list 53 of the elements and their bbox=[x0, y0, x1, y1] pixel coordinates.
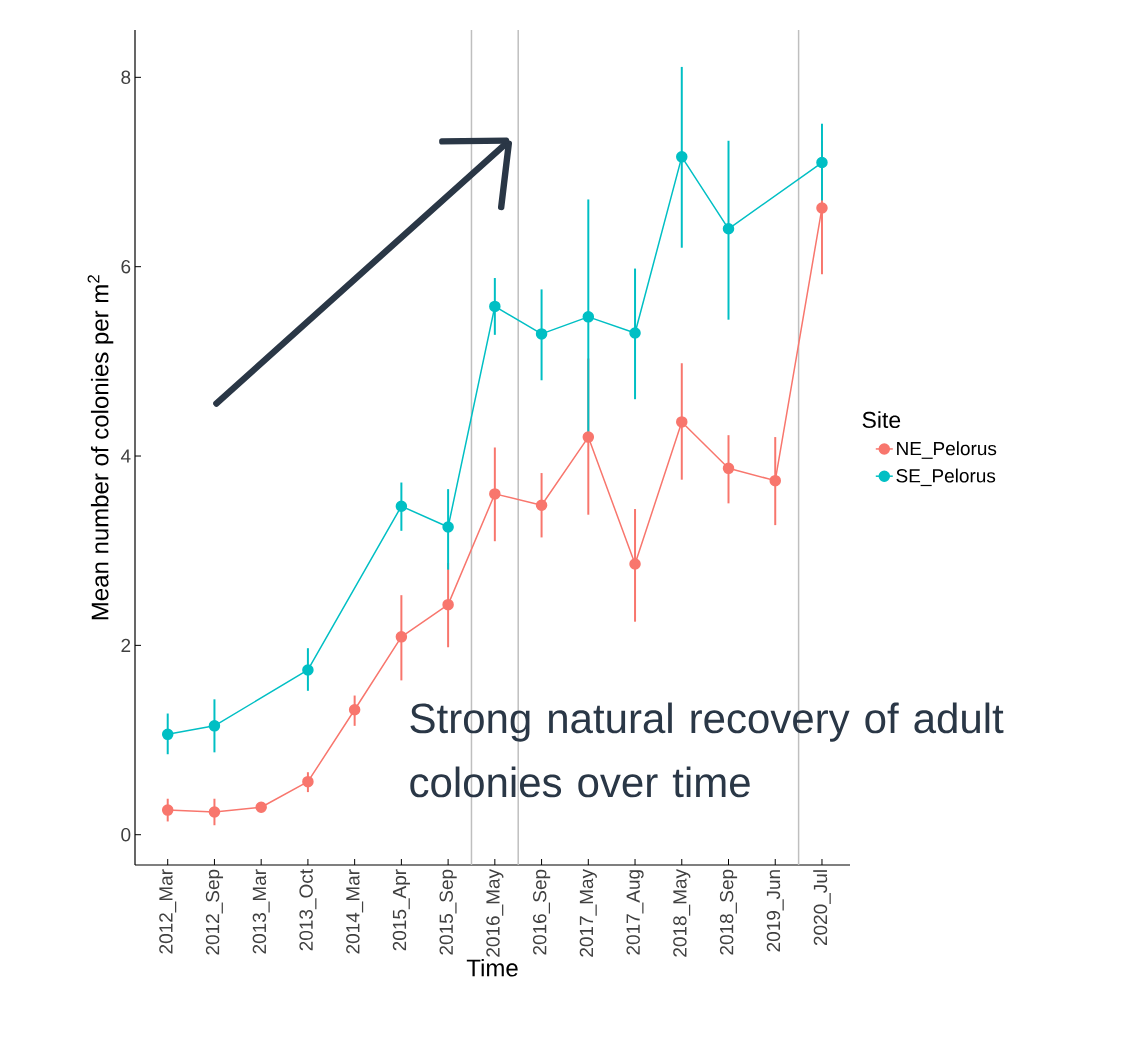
point bbox=[535, 328, 548, 340]
x-tick-label: 2014_Mar bbox=[346, 869, 364, 954]
x-axis-title: Time bbox=[466, 958, 518, 977]
y-tick-label: 8 bbox=[121, 70, 131, 85]
point bbox=[676, 151, 688, 163]
point bbox=[582, 311, 595, 323]
point bbox=[582, 431, 595, 443]
x-tick-label: 2020_Jul bbox=[813, 870, 831, 946]
y-tick-label: 6 bbox=[121, 259, 131, 274]
x-tick-label: 2017_May bbox=[579, 868, 597, 957]
annotation: Strong natural recovery of adult colonies over time bbox=[410, 702, 1004, 798]
point bbox=[348, 703, 361, 716]
x-tick-label: 2019_Jun bbox=[766, 870, 784, 952]
point bbox=[208, 806, 221, 818]
x-tick-label: 2012_Sep bbox=[205, 869, 224, 955]
x-tick-label: 2015_Apr bbox=[392, 869, 410, 951]
x-tick-label: 2013_Mar bbox=[252, 869, 270, 954]
point bbox=[676, 416, 688, 428]
point bbox=[395, 500, 408, 512]
y-tick-label: 4 bbox=[120, 449, 131, 463]
point bbox=[161, 728, 174, 741]
legend-label: NE_Pelorus bbox=[897, 441, 997, 459]
point bbox=[535, 499, 548, 511]
x-tick-label: 2016_Sep bbox=[532, 869, 551, 955]
legend-label: SE_Pelorus bbox=[896, 468, 996, 487]
point bbox=[161, 804, 174, 816]
x-tick-label: 2015_Sep bbox=[439, 869, 457, 955]
y-axis-title: Mean number of colonies per m$^{2}$ bbox=[87, 275, 114, 620]
y-tick-label: 2 bbox=[121, 638, 131, 652]
x-tick-label: 2018_Sep bbox=[719, 869, 738, 955]
point bbox=[255, 801, 267, 813]
point bbox=[816, 156, 828, 169]
x-tick-label: 2013_Oct bbox=[299, 869, 317, 951]
point bbox=[722, 223, 735, 235]
point bbox=[442, 598, 454, 611]
point bbox=[208, 720, 221, 732]
point bbox=[629, 327, 641, 339]
point bbox=[489, 488, 501, 500]
point bbox=[395, 631, 408, 643]
point bbox=[629, 558, 641, 570]
x-tick-label: 2017_Aug bbox=[626, 870, 644, 955]
point bbox=[442, 521, 454, 533]
y-tick-label: 0 bbox=[121, 827, 131, 842]
legend-title: Site bbox=[862, 411, 901, 429]
x-tick-label: 2016_May bbox=[486, 868, 504, 957]
x-tick-label: 2012_Mar bbox=[159, 869, 177, 954]
point bbox=[769, 474, 781, 487]
point bbox=[302, 664, 314, 676]
point bbox=[489, 300, 501, 313]
point bbox=[302, 775, 314, 788]
x-tick-label: 2018_May bbox=[673, 868, 691, 957]
point bbox=[816, 202, 828, 214]
point bbox=[722, 462, 735, 475]
